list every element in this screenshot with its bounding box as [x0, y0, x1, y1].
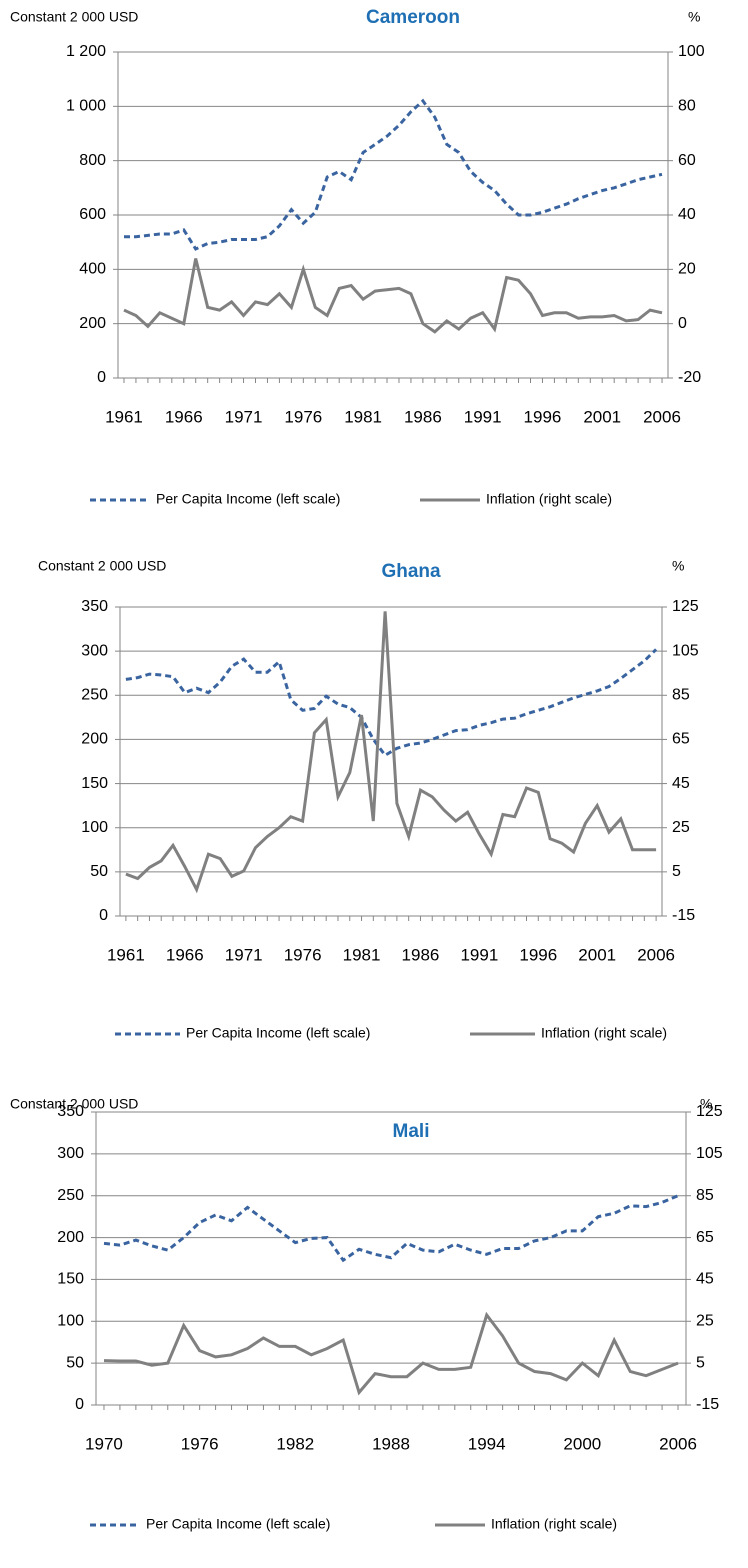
- data-line: [123, 258, 663, 334]
- x-tick-label: 2006: [659, 1434, 697, 1453]
- y2-tick-label: -20: [678, 369, 701, 386]
- y2-tick-label: 65: [696, 1229, 714, 1246]
- x-tick-label: 2000: [563, 1434, 601, 1453]
- y2-tick-label: 40: [678, 206, 696, 223]
- y2-axis-label: %: [700, 1096, 712, 1112]
- x-tick-label: 1976: [284, 407, 322, 426]
- y-axis-label: Constant 2 000 USD: [38, 558, 166, 574]
- x-tick-label: 2006: [637, 945, 675, 964]
- x-tick-label: 1982: [276, 1434, 314, 1453]
- x-tick-label: 1976: [181, 1434, 219, 1453]
- x-tick-label: 1991: [460, 945, 498, 964]
- y2-tick-label: 25: [696, 1313, 714, 1330]
- y-axis-label: Constant 2 000 USD: [10, 1096, 138, 1112]
- y2-tick-label: 105: [696, 1145, 723, 1162]
- y-tick-label: 200: [57, 1229, 84, 1246]
- y2-tick-label: 0: [678, 315, 687, 332]
- data-line: [124, 98, 663, 251]
- data-line: [125, 648, 658, 758]
- legend-label: Inflation (right scale): [486, 491, 612, 507]
- y-tick-label: 0: [75, 1396, 84, 1413]
- legend-label: Inflation (right scale): [491, 1516, 617, 1532]
- y-tick-label: 1 000: [66, 98, 106, 115]
- y-axis-label: Constant 2 000 USD: [10, 9, 138, 25]
- x-tick-label: 1971: [225, 407, 263, 426]
- y2-tick-label: 45: [672, 775, 690, 792]
- x-tick-label: 1966: [165, 407, 203, 426]
- legend-label: Inflation (right scale): [541, 1025, 667, 1041]
- y-tick-label: 600: [79, 206, 106, 223]
- data-line: [103, 1194, 679, 1263]
- y-tick-label: 350: [81, 598, 108, 615]
- y2-tick-label: 85: [672, 687, 690, 704]
- y-tick-label: 50: [66, 1354, 84, 1371]
- y-tick-label: 250: [81, 687, 108, 704]
- y-tick-label: 150: [57, 1271, 84, 1288]
- y-tick-label: 400: [79, 261, 106, 278]
- data-line: [103, 1311, 679, 1396]
- y2-tick-label: 65: [672, 731, 690, 748]
- y-tick-label: 0: [99, 907, 108, 924]
- x-tick-label: 1986: [402, 945, 440, 964]
- chart-title: Cameroon: [366, 7, 460, 28]
- data-line: [125, 611, 657, 894]
- chart-title: Ghana: [381, 561, 441, 582]
- x-tick-label: 1971: [225, 945, 263, 964]
- y-tick-label: 150: [81, 775, 108, 792]
- y2-tick-label: 25: [672, 819, 690, 836]
- x-tick-label: 1996: [524, 407, 562, 426]
- x-tick-label: 1991: [464, 407, 502, 426]
- y-tick-label: 0: [97, 369, 106, 386]
- y-tick-label: 200: [81, 731, 108, 748]
- y2-tick-label: 20: [678, 261, 696, 278]
- x-tick-label: 1976: [284, 945, 322, 964]
- y-tick-label: 250: [57, 1187, 84, 1204]
- y-tick-label: 800: [79, 152, 106, 169]
- y2-tick-label: 125: [672, 598, 699, 615]
- x-tick-label: 2001: [578, 945, 616, 964]
- x-tick-label: 2006: [643, 407, 681, 426]
- y-tick-label: 100: [81, 819, 108, 836]
- y2-tick-label: 80: [678, 98, 696, 115]
- x-tick-label: 1986: [404, 407, 442, 426]
- x-tick-label: 1988: [372, 1434, 410, 1453]
- y2-tick-label: 5: [672, 863, 681, 880]
- x-tick-label: 2001: [583, 407, 621, 426]
- y2-tick-label: 45: [696, 1271, 714, 1288]
- x-tick-label: 1961: [107, 945, 145, 964]
- y-tick-label: 100: [57, 1313, 84, 1330]
- y2-tick-label: 100: [678, 43, 705, 60]
- y2-axis-label: %: [688, 9, 700, 25]
- legend-label: Per Capita Income (left scale): [156, 491, 340, 507]
- y2-tick-label: 5: [696, 1354, 705, 1371]
- legend-label: Per Capita Income (left scale): [146, 1516, 330, 1532]
- y-tick-label: 50: [90, 863, 108, 880]
- x-tick-label: 1966: [166, 945, 204, 964]
- x-tick-label: 1970: [85, 1434, 123, 1453]
- y2-tick-label: 85: [696, 1187, 714, 1204]
- y-tick-label: 350: [57, 1103, 84, 1120]
- y-tick-label: 200: [79, 315, 106, 332]
- y-tick-label: 300: [81, 642, 108, 659]
- y2-tick-label: -15: [672, 907, 695, 924]
- y2-tick-label: 60: [678, 152, 696, 169]
- x-tick-label: 1981: [344, 407, 382, 426]
- y2-axis-label: %: [672, 558, 684, 574]
- x-tick-label: 1996: [519, 945, 557, 964]
- y2-tick-label: 125: [696, 1103, 723, 1120]
- y2-tick-label: -15: [696, 1396, 719, 1413]
- x-tick-label: 1994: [468, 1434, 506, 1453]
- legend-label: Per Capita Income (left scale): [186, 1025, 370, 1041]
- chart-title: Mali: [393, 1121, 430, 1142]
- x-tick-label: 1961: [105, 407, 143, 426]
- y2-tick-label: 105: [672, 642, 699, 659]
- y-tick-label: 300: [57, 1145, 84, 1162]
- y-tick-label: 1 200: [66, 43, 106, 60]
- x-tick-label: 1981: [343, 945, 381, 964]
